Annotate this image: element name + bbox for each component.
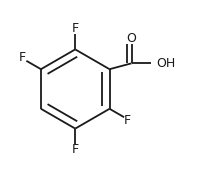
Text: F: F (72, 22, 79, 35)
Text: F: F (124, 114, 131, 127)
Text: F: F (19, 51, 26, 64)
Text: O: O (127, 32, 136, 45)
Text: F: F (72, 143, 79, 156)
Text: OH: OH (156, 57, 176, 70)
